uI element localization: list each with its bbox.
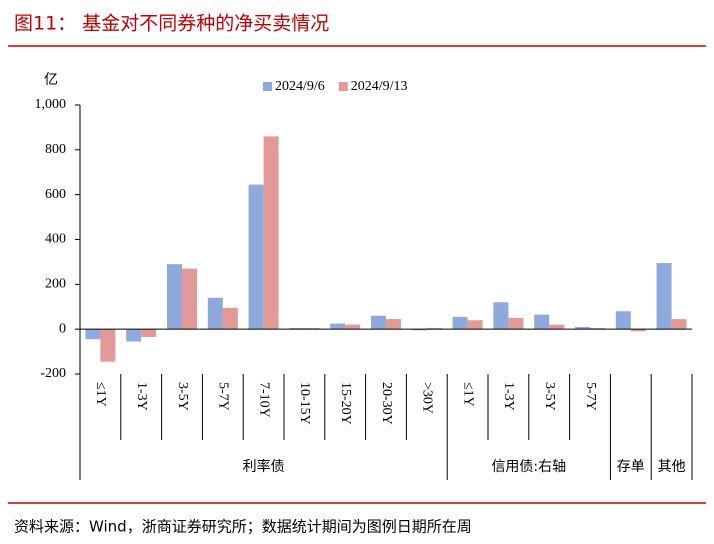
x-tick-label: 1-3Y	[134, 382, 149, 411]
y-tick-label: -200	[40, 366, 66, 381]
bar	[671, 319, 687, 330]
bar	[615, 311, 631, 330]
group-label: 信用债:右轴	[491, 459, 566, 475]
group-label: 其他	[658, 459, 686, 475]
bar	[248, 184, 264, 330]
bar	[207, 297, 223, 330]
bar	[452, 316, 468, 330]
bar	[467, 320, 483, 330]
bar	[508, 317, 524, 330]
y-unit: 亿	[44, 72, 58, 88]
legend-label: 2024/9/6	[275, 79, 325, 94]
bar	[141, 329, 157, 338]
y-tick-label: 600	[45, 187, 66, 202]
bar	[426, 328, 442, 330]
y-tick-label: 1,000	[35, 97, 67, 112]
bar	[575, 326, 590, 330]
bar	[126, 329, 142, 342]
x-tick-label: 1-3Y	[501, 382, 516, 411]
bar	[630, 329, 646, 332]
x-tick-label: 5-7Y	[216, 382, 231, 411]
x-tick-label: 10-15Y	[297, 382, 312, 425]
x-tick-label: ≤1Y	[460, 382, 475, 407]
group-label: 存单	[617, 459, 645, 475]
bar	[263, 136, 279, 330]
chart-title: 图11： 基金对不同券种的净买卖情况	[14, 13, 329, 35]
legend-label: 2024/9/13	[351, 79, 408, 94]
bar	[386, 319, 401, 330]
bar	[549, 324, 565, 330]
x-tick-label: ≤1Y	[93, 382, 108, 407]
y-tick-label: 400	[45, 232, 66, 247]
bar	[85, 329, 101, 340]
bar	[411, 329, 427, 331]
x-tick-label: 20-30Y	[379, 382, 394, 425]
x-tick-label: 15-20Y	[338, 382, 353, 425]
x-tick-label: 3-5Y	[175, 382, 190, 411]
bar	[100, 329, 116, 362]
legend-swatch	[263, 82, 272, 91]
bar	[534, 314, 550, 330]
bar	[590, 328, 605, 330]
y-tick-label: 800	[45, 142, 66, 157]
bar	[345, 324, 361, 330]
bar	[493, 302, 509, 330]
group-label: 利率债	[243, 458, 285, 475]
bar	[167, 264, 182, 330]
y-tick-label: 0	[59, 321, 66, 336]
bar	[304, 328, 320, 330]
source: 资料来源：Wind，浙商证券研究所；数据统计期间为图例日期所在周	[14, 518, 472, 536]
bar	[222, 307, 238, 330]
bar	[371, 315, 386, 330]
bar	[656, 263, 672, 330]
x-tick-label: >30Y	[420, 382, 435, 414]
bar	[330, 323, 346, 330]
x-tick-label: 3-5Y	[542, 382, 557, 411]
bar	[182, 268, 197, 330]
y-tick-label: 200	[45, 277, 66, 292]
x-tick-label: 5-7Y	[583, 382, 598, 411]
bar	[289, 328, 305, 330]
legend-swatch	[338, 82, 348, 91]
x-tick-label: 7-10Y	[256, 382, 271, 418]
